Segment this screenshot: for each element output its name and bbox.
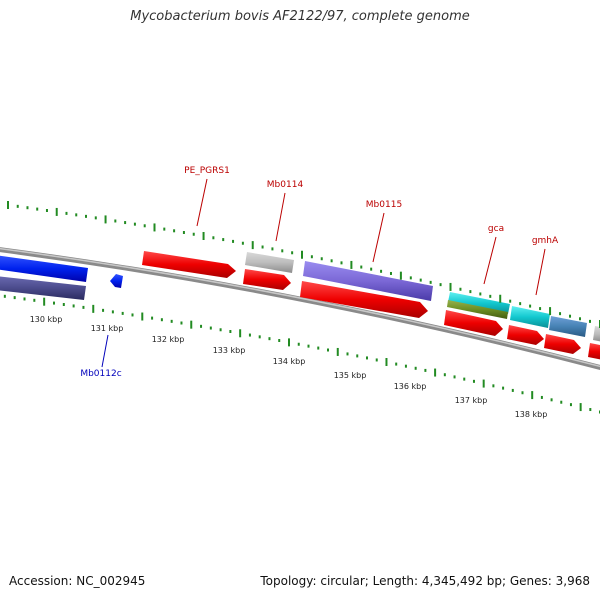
tick-label: 131 kbp <box>91 324 124 333</box>
gene-mb0111c-cds[interactable] <box>0 276 86 300</box>
tick-label: 133 kbp <box>213 346 246 355</box>
gene-mb0115-cds[interactable] <box>300 281 428 318</box>
gene-label-leader <box>196 178 208 227</box>
outer-tick-ring <box>7 201 600 328</box>
inner-tick-ring <box>3 294 600 414</box>
gene-label[interactable]: gmhA <box>532 236 559 246</box>
genome-backbone-highlight <box>0 247 600 368</box>
tick-labels: 130 kbp 131 kbp 132 kbp 133 kbp 134 kbp 135 k… <box>30 315 548 419</box>
gene-label-leader <box>535 248 546 296</box>
tick-label: 137 kbp <box>455 396 488 405</box>
gene-gmha-upper[interactable] <box>510 306 550 328</box>
genome-backbone <box>0 247 600 370</box>
gene-next-cds[interactable] <box>544 334 581 354</box>
gene-label[interactable]: gca <box>488 224 504 234</box>
gene-mb0112c[interactable] <box>110 274 123 288</box>
gene-mb0114-upper[interactable] <box>245 252 294 273</box>
gene-pe-pgrs1[interactable] <box>142 251 236 278</box>
gene-label[interactable]: PE_PGRS1 <box>184 166 230 176</box>
gene-gca-lower[interactable] <box>447 300 508 319</box>
gene-label-leader <box>101 334 109 368</box>
gene-label-leader <box>483 236 497 285</box>
gene-gca-cds[interactable] <box>444 310 503 336</box>
tick-label: 138 kbp <box>515 410 548 419</box>
tick-label: 130 kbp <box>30 315 63 324</box>
tick-label: 132 kbp <box>152 335 185 344</box>
gene-mb0115[interactable] <box>303 261 433 301</box>
gene-mb0111c[interactable] <box>0 255 88 282</box>
gene-edge-red <box>588 343 600 360</box>
gene-label[interactable]: Mb0112c <box>80 369 121 379</box>
tick-label: 134 kbp <box>273 357 306 366</box>
gene-gmha-cds[interactable] <box>507 325 544 345</box>
accession-text: Accession: NC_002945 <box>9 574 146 588</box>
gene-label[interactable]: Mb0115 <box>366 200 402 210</box>
genome-summary-text: Topology: circular; Length: 4,345,492 bp… <box>260 574 590 588</box>
tick-label: 136 kbp <box>394 382 427 391</box>
gene-label[interactable]: Mb0114 <box>267 180 304 190</box>
gene-mb0114[interactable] <box>243 269 291 290</box>
map-title: Mycobacterium bovis AF2122/97, complete … <box>130 9 470 24</box>
gene-gca[interactable] <box>448 292 510 314</box>
gene-label-leader <box>372 212 385 263</box>
gene-gmha-next[interactable] <box>549 316 587 337</box>
gene-label-leader <box>275 192 286 242</box>
gene-labels: PE_PGRS1 Mb0114 Mb0115 gca gmhA Mb0112c <box>80 166 559 379</box>
gene-edge-grey <box>593 326 600 342</box>
tick-label: 135 kbp <box>334 371 367 380</box>
